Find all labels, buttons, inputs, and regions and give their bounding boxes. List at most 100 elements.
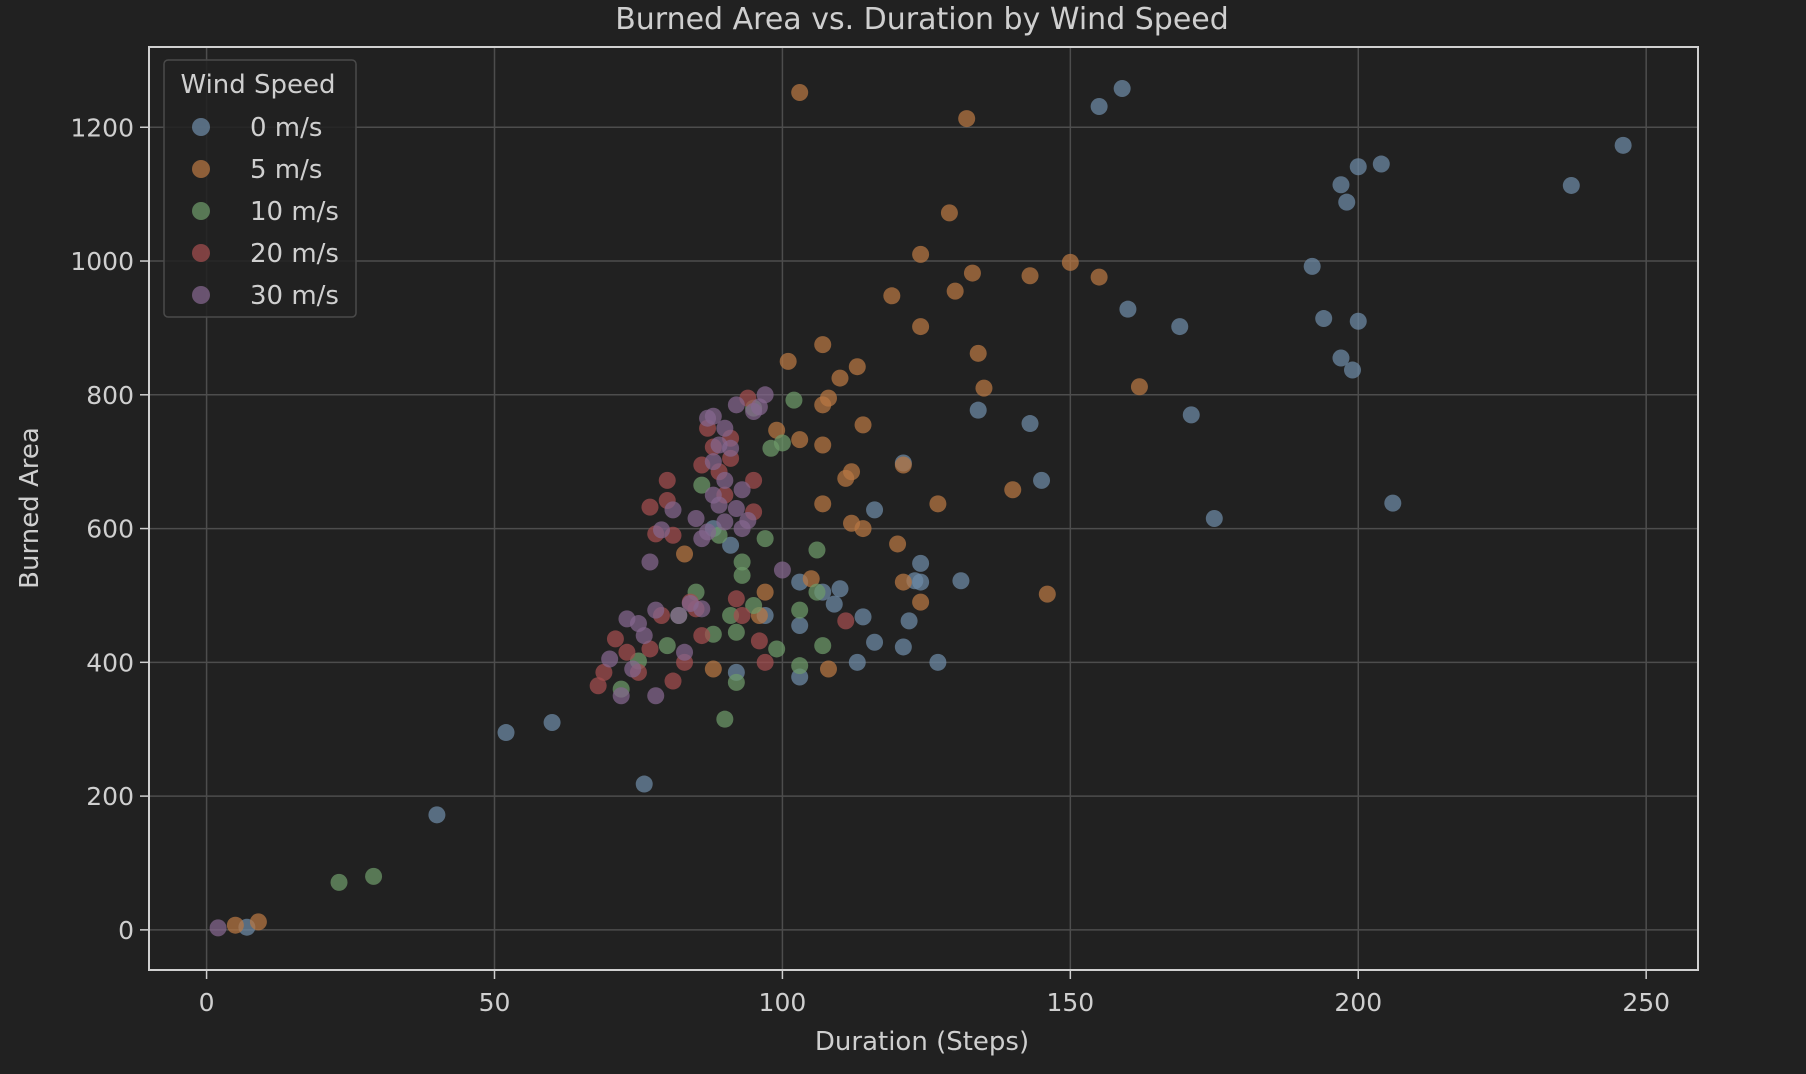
point-10-m-s	[716, 710, 734, 728]
point-5-m-s	[969, 344, 987, 362]
y-tick-label: 600	[86, 515, 134, 544]
point-0-m-s	[543, 714, 561, 732]
point-10-m-s	[808, 541, 826, 559]
point-30-m-s	[601, 650, 619, 668]
point-0-m-s	[1332, 176, 1350, 194]
point-10-m-s	[768, 640, 786, 658]
legend-label: 30 m/s	[250, 281, 339, 311]
point-5-m-s	[894, 456, 912, 474]
point-0-m-s	[969, 401, 987, 419]
x-axis-label: Duration (Steps)	[815, 1027, 1029, 1057]
legend-marker	[192, 286, 210, 304]
point-30-m-s	[676, 643, 694, 661]
point-5-m-s	[768, 421, 786, 439]
point-0-m-s	[1315, 310, 1333, 328]
legend-marker	[192, 202, 210, 220]
legend-marker	[192, 118, 210, 136]
legend-entries: 0 m/s 5 m/s 10 m/s 20 m/s 30 m/s	[192, 113, 339, 311]
point-0-m-s	[1033, 471, 1051, 489]
point-0-m-s	[1021, 415, 1039, 433]
point-20-m-s	[664, 672, 682, 690]
point-5-m-s	[883, 287, 901, 305]
point-20-m-s	[641, 498, 659, 516]
point-5-m-s	[946, 282, 964, 300]
point-10-m-s	[658, 637, 676, 655]
point-5-m-s	[854, 416, 872, 434]
point-5-m-s	[704, 660, 722, 678]
point-5-m-s	[814, 436, 832, 454]
point-20-m-s	[693, 627, 711, 645]
point-0-m-s	[866, 501, 884, 519]
point-5-m-s	[975, 379, 993, 397]
legend-label: 20 m/s	[250, 239, 339, 269]
point-30-m-s	[624, 660, 642, 678]
point-20-m-s	[658, 471, 676, 489]
plot-frame	[148, 46, 1699, 971]
point-5-m-s	[912, 593, 930, 611]
point-0-m-s	[929, 653, 947, 671]
chart-title: Burned Area vs. Duration by Wind Speed	[615, 2, 1229, 37]
point-0-m-s	[1113, 79, 1131, 97]
point-30-m-s	[756, 386, 774, 404]
point-5-m-s	[756, 583, 774, 601]
point-20-m-s	[745, 471, 763, 489]
point-20-m-s	[589, 677, 607, 695]
point-0-m-s	[848, 653, 866, 671]
y-tick-label: 1000	[70, 247, 134, 276]
x-tick-label: 50	[479, 988, 511, 1017]
point-0-m-s	[1349, 312, 1367, 330]
point-30-m-s	[612, 687, 630, 705]
point-0-m-s	[1372, 155, 1390, 173]
axis-ticks: 0 50 100 150 200 250 0 200 400 600 800 1000 1200	[70, 113, 1670, 1017]
point-0-m-s	[791, 617, 809, 635]
point-0-m-s	[1384, 494, 1402, 512]
point-5-m-s	[1061, 253, 1079, 271]
point-0-m-s	[831, 580, 849, 598]
legend-marker	[192, 244, 210, 262]
point-5-m-s	[912, 318, 930, 336]
point-20-m-s	[595, 663, 613, 681]
point-5-m-s	[1038, 585, 1056, 603]
point-10-m-s	[733, 566, 751, 584]
point-0-m-s	[428, 806, 446, 824]
y-tick-label: 1200	[70, 113, 134, 142]
point-0-m-s	[722, 536, 740, 554]
point-5-m-s	[819, 660, 837, 678]
point-0-m-s	[1349, 158, 1367, 176]
point-0-m-s	[1303, 257, 1321, 275]
x-tick-label: 100	[759, 988, 807, 1017]
point-10-m-s	[365, 867, 383, 885]
point-30-m-s	[704, 407, 722, 425]
point-30-m-s	[635, 627, 653, 645]
point-30-m-s	[687, 510, 705, 528]
point-10-m-s	[693, 476, 711, 494]
point-5-m-s	[894, 573, 912, 591]
point-0-m-s	[912, 554, 930, 572]
y-axis-label: Burned Area	[15, 427, 45, 589]
point-20-m-s	[837, 612, 855, 630]
point-30-m-s	[722, 439, 740, 457]
point-10-m-s	[791, 601, 809, 619]
point-10-m-s	[745, 596, 763, 614]
point-20-m-s	[641, 640, 659, 658]
point-5-m-s	[929, 495, 947, 513]
point-5-m-s	[819, 389, 837, 407]
point-5-m-s	[676, 545, 694, 563]
legend-label: 10 m/s	[250, 197, 339, 227]
point-0-m-s	[1182, 406, 1200, 424]
point-0-m-s	[900, 612, 918, 630]
point-30-m-s	[733, 481, 751, 499]
point-30-m-s	[647, 687, 665, 705]
point-20-m-s	[618, 643, 636, 661]
point-10-m-s	[773, 434, 791, 452]
legend-marker	[192, 160, 210, 178]
point-30-m-s	[727, 396, 745, 414]
point-5-m-s	[889, 535, 907, 553]
point-5-m-s	[1004, 481, 1022, 499]
point-20-m-s	[756, 653, 774, 671]
legend-box	[163, 59, 357, 318]
point-5-m-s	[912, 245, 930, 263]
point-0-m-s	[1332, 349, 1350, 367]
y-tick-label: 200	[86, 782, 134, 811]
point-0-m-s	[1562, 176, 1580, 194]
